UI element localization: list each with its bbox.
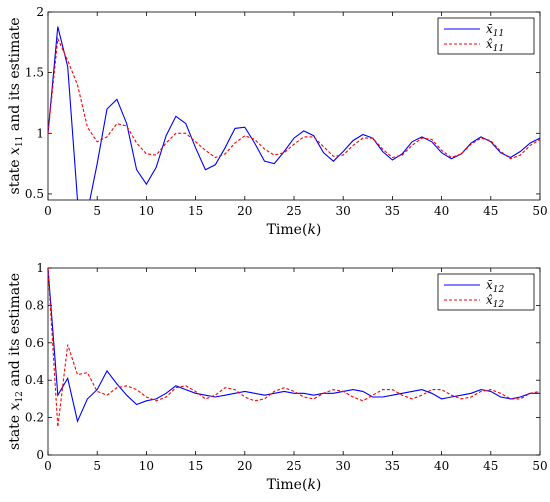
y-tick-label: 0 — [36, 448, 44, 462]
legend-label-2: x̂12 — [486, 293, 505, 310]
series-line-1 — [48, 268, 540, 424]
chart-panel-2: 0 5 10 15 20 25 30 35 40 45 50 0 0.2 0.4 0.6 0.8 1 Time(k… — [7, 261, 548, 493]
y-tick-label: 0.4 — [25, 373, 44, 387]
x-tick-label: 5 — [93, 459, 101, 473]
legend-box — [437, 17, 535, 55]
x-axis-label: Time(k) — [267, 222, 322, 238]
x-tick-label: 20 — [237, 204, 252, 218]
y-tick-label: 0.8 — [25, 298, 44, 312]
legend: x̄11x̂11 — [437, 17, 535, 55]
series-line-2 — [48, 268, 540, 427]
x-axis-label: Time(k) — [267, 477, 322, 493]
y-tick-label: 0.2 — [25, 411, 44, 425]
x-tick-label: 40 — [434, 204, 449, 218]
y-tick-label: 0.6 — [25, 336, 44, 350]
x-tick-label: 40 — [434, 459, 449, 473]
x-tick-label: 30 — [336, 204, 351, 218]
y-tick-label: 0.5 — [25, 187, 44, 201]
x-tick-label: 0 — [44, 459, 52, 473]
x-tick-label: 50 — [532, 204, 547, 218]
x-tick-label: 10 — [139, 204, 154, 218]
x-tick-label: 25 — [286, 204, 301, 218]
x-tick-label: 0 — [44, 204, 52, 218]
x-tick-label: 15 — [188, 459, 203, 473]
x-tick-label: 5 — [93, 204, 101, 218]
x-tick-label: 20 — [237, 459, 252, 473]
x-tick-label: 35 — [385, 459, 400, 473]
x-tick-label: 30 — [336, 459, 351, 473]
y-axis-label: state x12 and its estimate — [7, 273, 25, 450]
x-tick-label: 45 — [483, 204, 498, 218]
series-line-2 — [48, 36, 540, 160]
legend-label-1: x̄11 — [486, 22, 504, 39]
y-tick-label: 1.5 — [25, 66, 44, 80]
chart-panel-1: 0 5 10 15 20 25 30 35 40 45 50 0.5 1 1.5 2 Time(k) state… — [7, 5, 548, 238]
y-tick-label: 2 — [36, 5, 44, 19]
legend-label-1: x̄12 — [486, 278, 505, 295]
y-tick-label: 1 — [36, 126, 44, 140]
x-tick-label: 35 — [385, 204, 400, 218]
y-tick-label: 1 — [36, 261, 44, 275]
legend-label-2: x̂11 — [486, 37, 504, 54]
x-tick-label: 15 — [188, 204, 203, 218]
x-tick-label: 25 — [286, 459, 301, 473]
legend-box — [437, 273, 535, 311]
legend: x̄12x̂12 — [437, 273, 535, 311]
x-tick-label: 45 — [483, 459, 498, 473]
x-tick-label: 10 — [139, 459, 154, 473]
x-tick-label: 50 — [532, 459, 547, 473]
y-axis-label: state x11 and its estimate — [7, 18, 25, 195]
